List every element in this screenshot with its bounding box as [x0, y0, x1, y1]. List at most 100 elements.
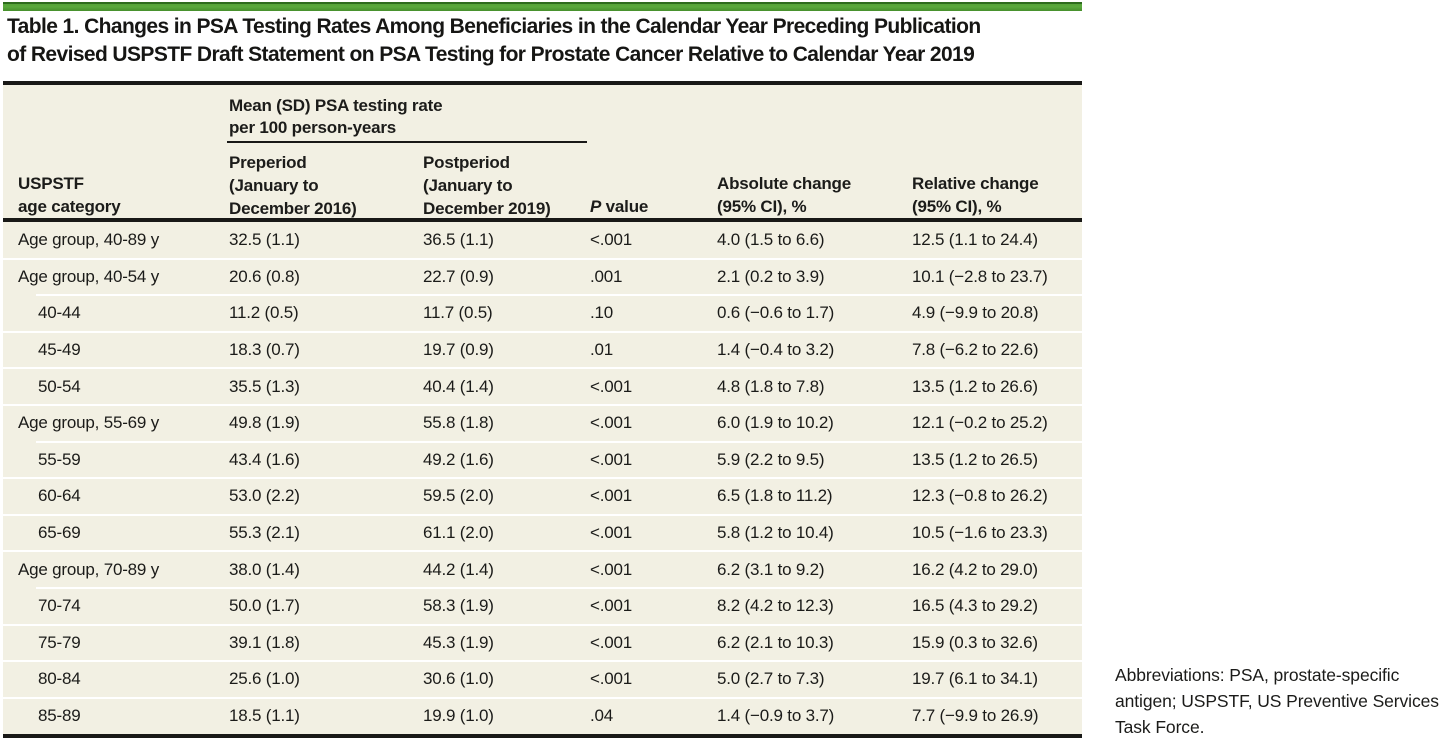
cell-age-category: Age group, 55-69 y — [18, 413, 159, 433]
column-header-absolute-line-1: Absolute change — [717, 174, 851, 193]
cell-postperiod-rate: 40.4 (1.4) — [423, 376, 494, 396]
cell-age-category: 70-74 — [38, 596, 81, 616]
cell-p-value: .10 — [590, 303, 614, 323]
table-body: Age group, 40-89 y 32.5 (1.1) 36.5 (1.1)… — [3, 222, 1082, 734]
title-rule — [3, 81, 1082, 85]
cell-absolute-change: 6.2 (3.1 to 9.2) — [717, 559, 825, 579]
column-group-header-line-1: Mean (SD) PSA testing rate — [229, 96, 443, 115]
cell-relative-change: 13.5 (1.2 to 26.5) — [912, 449, 1038, 469]
cell-relative-change: 15.9 (0.3 to 32.6) — [912, 632, 1038, 652]
cell-age-category: 65-69 — [38, 523, 81, 543]
cell-preperiod-rate: 39.1 (1.8) — [229, 632, 300, 652]
cell-p-value: <.001 — [590, 376, 633, 396]
cell-relative-change: 16.2 (4.2 to 29.0) — [912, 559, 1038, 579]
cell-p-value: <.001 — [590, 413, 633, 433]
table-accent-bar — [3, 2, 1082, 11]
cell-preperiod-rate: 11.2 (0.5) — [229, 303, 299, 323]
cell-postperiod-rate: 61.1 (2.0) — [423, 523, 494, 543]
cell-relative-change: 13.5 (1.2 to 26.6) — [912, 376, 1038, 396]
cell-postperiod-rate: 59.5 (2.0) — [423, 486, 494, 506]
table-row: Age group, 55-69 y 49.8 (1.9) 55.8 (1.8)… — [3, 403, 1082, 442]
column-group-spanner-rule — [227, 141, 587, 143]
cell-absolute-change: 6.5 (1.8 to 11.2) — [717, 486, 833, 506]
cell-age-category: Age group, 40-54 y — [18, 266, 159, 286]
table-row: 50-54 35.5 (1.3) 40.4 (1.4) <.001 4.8 (1… — [3, 367, 1082, 405]
table-row: 75-79 39.1 (1.8) 45.3 (1.9) <.001 6.2 (2… — [3, 623, 1082, 662]
cell-p-value: <.001 — [590, 523, 633, 543]
column-header-age-category-line-1: USPSTF — [18, 174, 84, 193]
column-header-relative-change: Relative change (95% CI), % — [912, 172, 1039, 218]
cell-absolute-change: 8.2 (4.2 to 12.3) — [717, 596, 834, 616]
cell-postperiod-rate: 49.2 (1.6) — [423, 449, 494, 469]
cell-relative-change: 16.5 (4.3 to 29.2) — [912, 596, 1038, 616]
cell-absolute-change: 6.2 (2.1 to 10.3) — [717, 632, 834, 652]
column-group-header-line-2: per 100 person-years — [229, 118, 397, 137]
table-title: Table 1. Changes in PSA Testing Rates Am… — [7, 13, 1097, 69]
header-rule — [3, 218, 1082, 222]
cell-relative-change: 10.1 (−2.8 to 23.7) — [912, 266, 1048, 286]
cell-preperiod-rate: 18.3 (0.7) — [229, 340, 300, 360]
cell-preperiod-rate: 49.8 (1.9) — [229, 413, 300, 433]
table-row: 80-84 25.6 (1.0) 30.6 (1.0) <.001 5.0 (2… — [3, 660, 1082, 698]
cell-p-value: <.001 — [590, 596, 633, 616]
cell-p-value: <.001 — [590, 230, 633, 250]
cell-age-category: 50-54 — [38, 376, 81, 396]
cell-age-category: 80-84 — [38, 669, 81, 689]
cell-absolute-change: 4.0 (1.5 to 6.6) — [717, 230, 825, 250]
column-header-preperiod-line-2: (January to — [229, 176, 319, 195]
cell-p-value: <.001 — [590, 486, 633, 506]
cell-preperiod-rate: 25.6 (1.0) — [229, 669, 300, 689]
cell-absolute-change: 4.8 (1.8 to 7.8) — [717, 376, 825, 396]
column-header-absolute-change: Absolute change (95% CI), % — [717, 172, 851, 218]
cell-p-value: .04 — [590, 706, 614, 726]
column-group-header-mean-sd: Mean (SD) PSA testing rate per 100 perso… — [229, 95, 443, 139]
column-header-absolute-line-2: (95% CI), % — [717, 197, 807, 216]
cell-p-value: <.001 — [590, 449, 633, 469]
column-header-age-category-line-2: age category — [18, 197, 121, 216]
cell-preperiod-rate: 55.3 (2.1) — [229, 523, 300, 543]
cell-absolute-change: 1.4 (−0.9 to 3.7) — [717, 706, 835, 726]
table-row: 55-59 43.4 (1.6) 49.2 (1.6) <.001 5.9 (2… — [3, 440, 1082, 479]
table-row: 60-64 53.0 (2.2) 59.5 (2.0) <.001 6.5 (1… — [3, 477, 1082, 515]
column-header-relative-line-1: Relative change — [912, 174, 1039, 193]
table-row: 70-74 50.0 (1.7) 58.3 (1.9) <.001 8.2 (4… — [3, 586, 1082, 625]
cell-relative-change: 12.3 (−0.8 to 26.2) — [912, 486, 1048, 506]
column-header-preperiod: Preperiod (January to December 2016) — [229, 151, 357, 220]
cell-relative-change: 19.7 (6.1 to 34.1) — [912, 669, 1038, 689]
cell-postperiod-rate: 55.8 (1.8) — [423, 413, 494, 433]
column-header-age-category: USPSTF age category — [18, 172, 121, 218]
cell-postperiod-rate: 19.7 (0.9) — [423, 340, 494, 360]
column-header-postperiod-line-1: Postperiod — [423, 153, 510, 172]
cell-age-category: 45-49 — [38, 340, 81, 360]
table-row: 85-89 18.5 (1.1) 19.9 (1.0) .04 1.4 (−0.… — [3, 696, 1082, 735]
cell-absolute-change: 2.1 (0.2 to 3.9) — [717, 266, 825, 286]
table-row: 45-49 18.3 (0.7) 19.7 (0.9) .01 1.4 (−0.… — [3, 330, 1082, 369]
cell-preperiod-rate: 38.0 (1.4) — [229, 559, 300, 579]
cell-absolute-change: 6.0 (1.9 to 10.2) — [717, 413, 834, 433]
cell-postperiod-rate: 58.3 (1.9) — [423, 596, 494, 616]
column-header-preperiod-line-3: December 2016) — [229, 199, 357, 218]
column-header-preperiod-line-1: Preperiod — [229, 153, 307, 172]
cell-preperiod-rate: 32.5 (1.1) — [229, 230, 300, 250]
cell-relative-change: 12.5 (1.1 to 24.4) — [912, 230, 1038, 250]
column-header-p-rest: value — [601, 197, 649, 216]
cell-age-category: 60-64 — [38, 486, 81, 506]
column-header-p-italic: P — [590, 197, 602, 216]
abbreviations-footnote: Abbreviations: PSA, prostate-specific an… — [1115, 665, 1439, 737]
table-background — [3, 85, 1082, 734]
cell-postperiod-rate: 36.5 (1.1) — [423, 230, 494, 250]
cell-age-category: Age group, 70-89 y — [18, 559, 159, 579]
bottom-rule — [3, 734, 1082, 738]
column-header-postperiod-line-3: December 2019) — [423, 199, 551, 218]
table-row: Age group, 70-89 y 38.0 (1.4) 44.2 (1.4)… — [3, 550, 1082, 588]
cell-preperiod-rate: 20.6 (0.8) — [229, 266, 300, 286]
cell-relative-change: 7.8 (−6.2 to 22.6) — [912, 340, 1039, 360]
column-header-p-value: P value — [590, 195, 648, 218]
table-title-line-2: of Revised USPSTF Draft Statement on PSA… — [7, 43, 975, 66]
cell-relative-change: 10.5 (−1.6 to 23.3) — [912, 523, 1048, 543]
cell-preperiod-rate: 50.0 (1.7) — [229, 596, 300, 616]
cell-relative-change: 7.7 (−9.9 to 26.9) — [912, 706, 1039, 726]
table-title-line-1: Table 1. Changes in PSA Testing Rates Am… — [7, 15, 981, 38]
cell-absolute-change: 1.4 (−0.4 to 3.2) — [717, 340, 835, 360]
